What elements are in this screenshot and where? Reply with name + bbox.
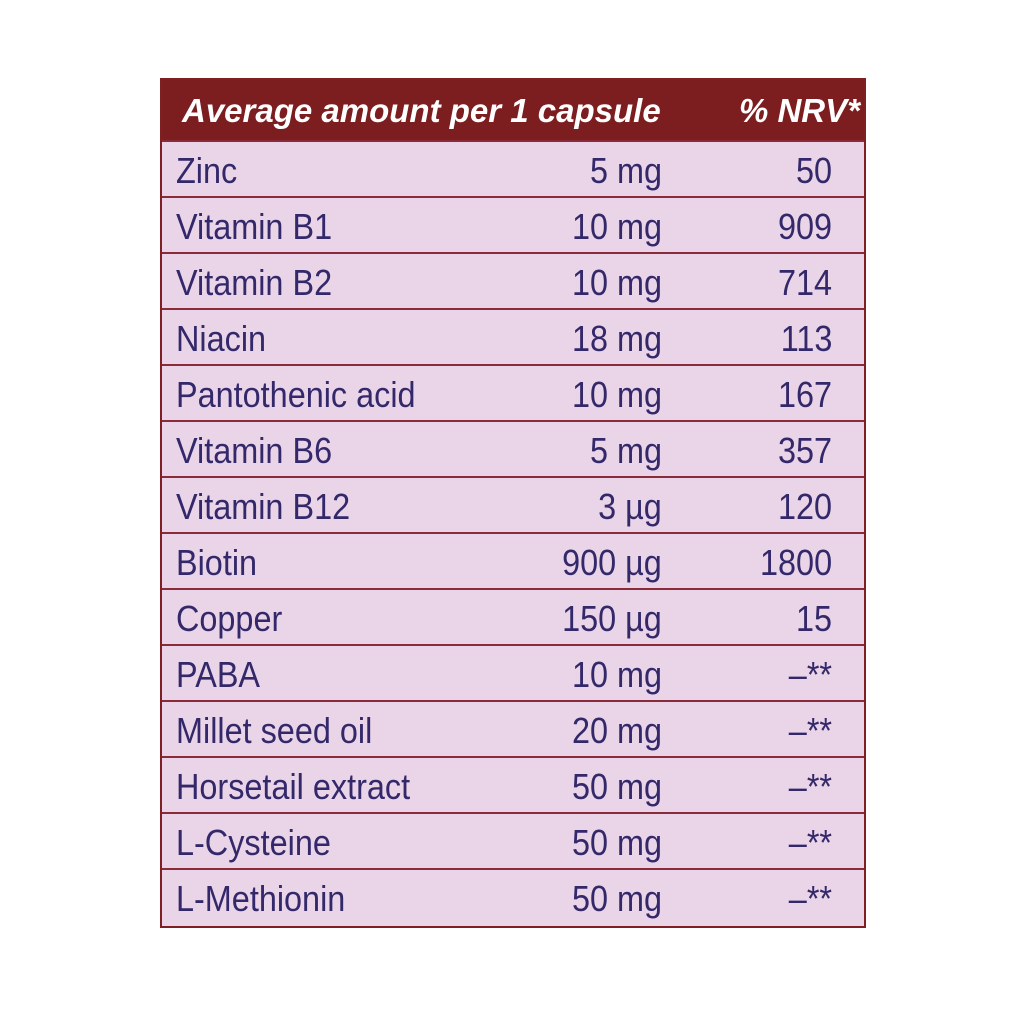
nutrient-name: L-Cysteine bbox=[176, 822, 331, 863]
nutrient-name: Horsetail extract bbox=[176, 766, 411, 807]
nutrient-name: Niacin bbox=[176, 318, 267, 359]
table-row: Niacin 18 mg 113 bbox=[162, 308, 864, 364]
amount: 10 mg bbox=[571, 654, 662, 695]
amount: 50 mg bbox=[571, 766, 662, 807]
nutrient-name: PABA bbox=[176, 654, 261, 695]
table-row: Horsetail extract 50 mg –** bbox=[162, 756, 864, 812]
amount: 3 µg bbox=[598, 486, 662, 527]
nrv: 113 bbox=[780, 318, 832, 359]
table-row: Vitamin B1 10 mg 909 bbox=[162, 196, 864, 252]
amount: 18 mg bbox=[571, 318, 662, 359]
nrv: 909 bbox=[777, 206, 832, 247]
nutrient-name: Vitamin B1 bbox=[176, 206, 333, 247]
amount: 10 mg bbox=[571, 262, 662, 303]
amount: 50 mg bbox=[571, 878, 662, 919]
nrv: 357 bbox=[777, 430, 832, 471]
nutrient-name: Millet seed oil bbox=[176, 710, 373, 751]
nrv: 15 bbox=[795, 598, 832, 639]
amount: 10 mg bbox=[571, 206, 662, 247]
nutrient-name: Copper bbox=[176, 598, 283, 639]
table-row: Millet seed oil 20 mg –** bbox=[162, 700, 864, 756]
nrv: 714 bbox=[777, 262, 832, 303]
table-row: Pantothenic acid 10 mg 167 bbox=[162, 364, 864, 420]
table-row: L-Methionin 50 mg –** bbox=[162, 868, 864, 924]
table-row: Vitamin B12 3 µg 120 bbox=[162, 476, 864, 532]
nutrient-name: Vitamin B12 bbox=[176, 486, 351, 527]
amount: 900 µg bbox=[562, 542, 662, 583]
amount: 5 mg bbox=[589, 150, 662, 191]
amount: 20 mg bbox=[571, 710, 662, 751]
amount: 150 µg bbox=[562, 598, 662, 639]
table-row: Vitamin B6 5 mg 357 bbox=[162, 420, 864, 476]
header-cell: Average amount per 1 capsule bbox=[182, 92, 661, 129]
amount: 5 mg bbox=[589, 430, 662, 471]
nrv: –** bbox=[788, 766, 832, 807]
nrv: –** bbox=[788, 710, 832, 751]
nutrient-name: Biotin bbox=[176, 542, 258, 583]
table-row: Vitamin B2 10 mg 714 bbox=[162, 252, 864, 308]
nrv: 167 bbox=[777, 374, 832, 415]
nrv: –** bbox=[788, 822, 832, 863]
nutrient-name: Vitamin B2 bbox=[176, 262, 333, 303]
nrv: 50 bbox=[795, 150, 832, 191]
nrv: 120 bbox=[777, 486, 832, 527]
table-header: Average amount per 1 capsule % NRV* bbox=[162, 80, 864, 140]
nutrient-name: Vitamin B6 bbox=[176, 430, 333, 471]
nrv: 1800 bbox=[759, 542, 832, 583]
nutrient-name: L-Methionin bbox=[176, 878, 346, 919]
nutrient-name: Zinc bbox=[176, 150, 238, 191]
nrv: –** bbox=[788, 654, 832, 695]
nutrient-name: Pantothenic acid bbox=[176, 374, 416, 415]
table-row: L-Cysteine 50 mg –** bbox=[162, 812, 864, 868]
table-row: Copper 150 µg 15 bbox=[162, 588, 864, 644]
amount: 10 mg bbox=[571, 374, 662, 415]
table-row: PABA 10 mg –** bbox=[162, 644, 864, 700]
amount: 50 mg bbox=[571, 822, 662, 863]
table-row: Zinc 5 mg 50 bbox=[162, 140, 864, 196]
header-cell: % NRV* bbox=[738, 92, 860, 129]
nrv: –** bbox=[788, 878, 832, 919]
nutrition-table: Average amount per 1 capsule % NRV* Zinc… bbox=[160, 78, 866, 928]
table-row: Biotin 900 µg 1800 bbox=[162, 532, 864, 588]
